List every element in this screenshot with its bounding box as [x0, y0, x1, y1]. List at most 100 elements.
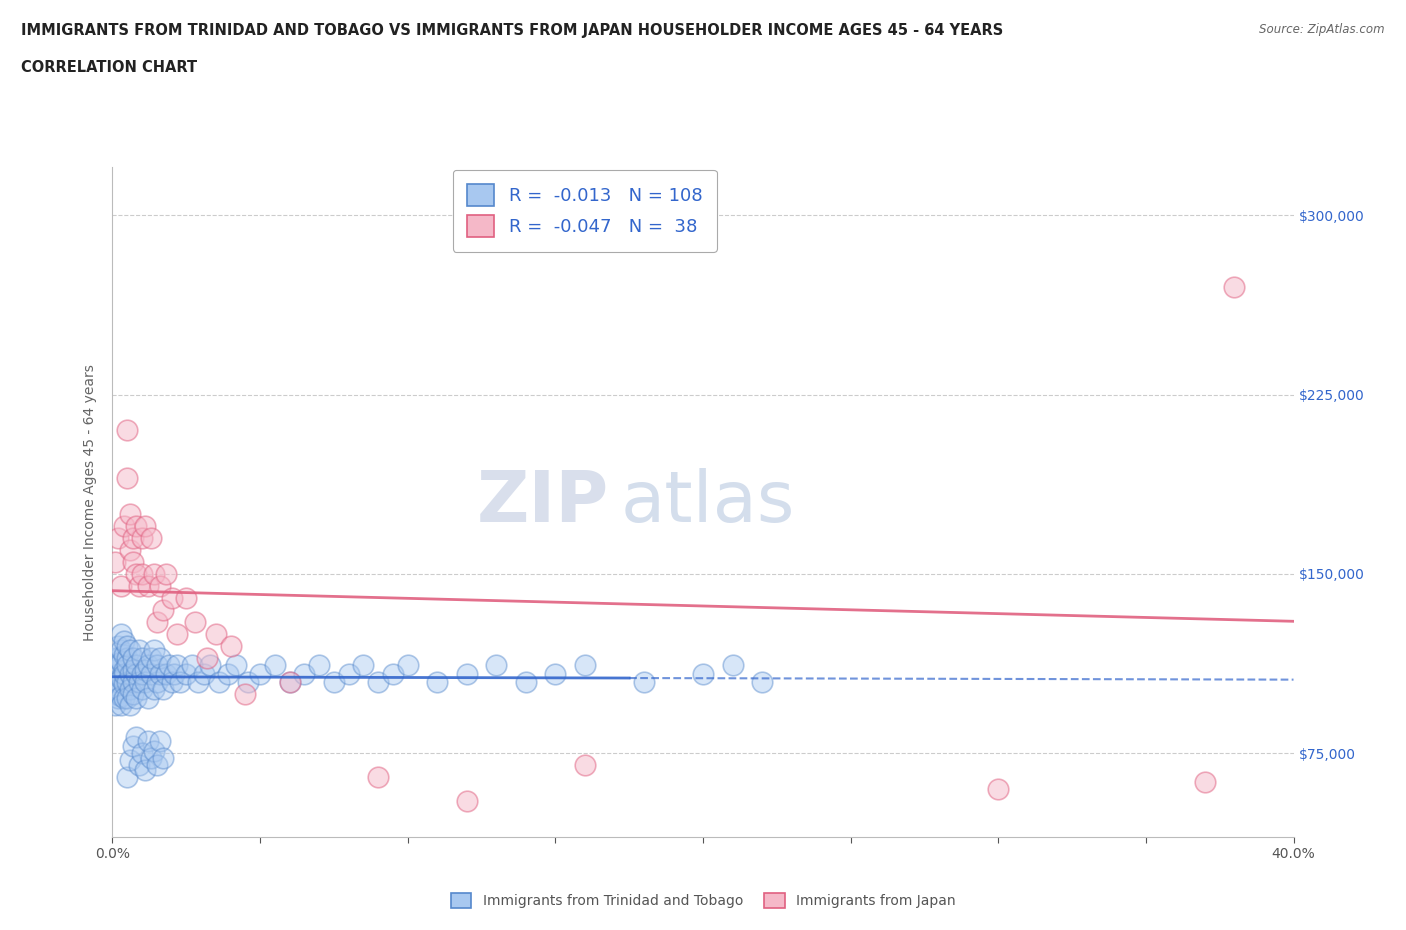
- Point: [131, 650, 153, 665]
- Point: [104, 674, 127, 689]
- Point: [107, 682, 129, 697]
- Point: [122, 554, 145, 569]
- Y-axis label: Householder Income Ages 45 - 64 years: Householder Income Ages 45 - 64 years: [83, 364, 97, 641]
- Point: [134, 662, 156, 677]
- Point: [396, 658, 419, 672]
- Point: [574, 658, 596, 672]
- Point: [751, 674, 773, 689]
- Point: [125, 658, 148, 672]
- Point: [193, 667, 215, 682]
- Point: [107, 638, 129, 653]
- Point: [117, 770, 138, 785]
- Point: [122, 674, 145, 689]
- Point: [134, 763, 156, 777]
- Point: [152, 682, 174, 697]
- Point: [110, 688, 132, 703]
- Point: [107, 531, 129, 546]
- Point: [308, 658, 330, 672]
- Point: [174, 667, 197, 682]
- Point: [107, 667, 129, 682]
- Point: [110, 698, 132, 713]
- Point: [125, 566, 148, 581]
- Point: [110, 671, 132, 686]
- Text: ZIP: ZIP: [477, 468, 609, 537]
- Point: [117, 638, 138, 653]
- Point: [219, 638, 242, 653]
- Point: [110, 578, 132, 593]
- Point: [149, 578, 172, 593]
- Legend: Immigrants from Trinidad and Tobago, Immigrants from Japan: Immigrants from Trinidad and Tobago, Imm…: [446, 888, 960, 914]
- Legend: R =  -0.013   N = 108, R =  -0.047   N =  38: R = -0.013 N = 108, R = -0.047 N = 38: [453, 170, 717, 252]
- Point: [125, 691, 148, 706]
- Point: [323, 674, 346, 689]
- Point: [136, 578, 159, 593]
- Point: [184, 615, 207, 630]
- Point: [160, 591, 183, 605]
- Point: [146, 674, 169, 689]
- Point: [110, 655, 132, 670]
- Point: [163, 667, 186, 682]
- Point: [146, 615, 169, 630]
- Point: [128, 643, 150, 658]
- Point: [337, 667, 360, 682]
- Point: [128, 674, 150, 689]
- Point: [122, 531, 145, 546]
- Point: [104, 662, 127, 677]
- Point: [149, 667, 172, 682]
- Point: [205, 626, 228, 641]
- Point: [112, 633, 135, 648]
- Point: [104, 686, 127, 701]
- Point: [139, 650, 162, 665]
- Point: [142, 566, 165, 581]
- Point: [134, 519, 156, 534]
- Point: [136, 691, 159, 706]
- Point: [142, 682, 165, 697]
- Point: [195, 650, 218, 665]
- Point: [131, 566, 153, 581]
- Point: [117, 471, 138, 485]
- Point: [456, 793, 478, 808]
- Point: [157, 658, 180, 672]
- Point: [149, 734, 172, 749]
- Point: [139, 667, 162, 682]
- Point: [122, 662, 145, 677]
- Point: [117, 691, 138, 706]
- Point: [721, 658, 744, 672]
- Point: [181, 658, 204, 672]
- Point: [515, 674, 537, 689]
- Point: [692, 667, 714, 682]
- Point: [107, 691, 129, 706]
- Point: [225, 658, 247, 672]
- Text: CORRELATION CHART: CORRELATION CHART: [21, 60, 197, 75]
- Point: [456, 667, 478, 682]
- Point: [122, 650, 145, 665]
- Point: [122, 738, 145, 753]
- Point: [187, 674, 209, 689]
- Point: [112, 691, 135, 706]
- Point: [125, 519, 148, 534]
- Point: [142, 743, 165, 758]
- Text: Source: ZipAtlas.com: Source: ZipAtlas.com: [1260, 23, 1385, 36]
- Point: [120, 643, 142, 658]
- Point: [198, 658, 221, 672]
- Point: [292, 667, 315, 682]
- Point: [104, 554, 127, 569]
- Point: [208, 674, 231, 689]
- Point: [544, 667, 567, 682]
- Point: [125, 729, 148, 744]
- Point: [117, 674, 138, 689]
- Point: [142, 643, 165, 658]
- Point: [233, 686, 256, 701]
- Point: [146, 658, 169, 672]
- Point: [352, 658, 374, 672]
- Point: [367, 770, 389, 785]
- Point: [120, 753, 142, 768]
- Point: [107, 658, 129, 672]
- Point: [104, 698, 127, 713]
- Point: [139, 531, 162, 546]
- Point: [485, 658, 508, 672]
- Point: [120, 682, 142, 697]
- Point: [1223, 280, 1246, 295]
- Point: [249, 667, 271, 682]
- Point: [136, 734, 159, 749]
